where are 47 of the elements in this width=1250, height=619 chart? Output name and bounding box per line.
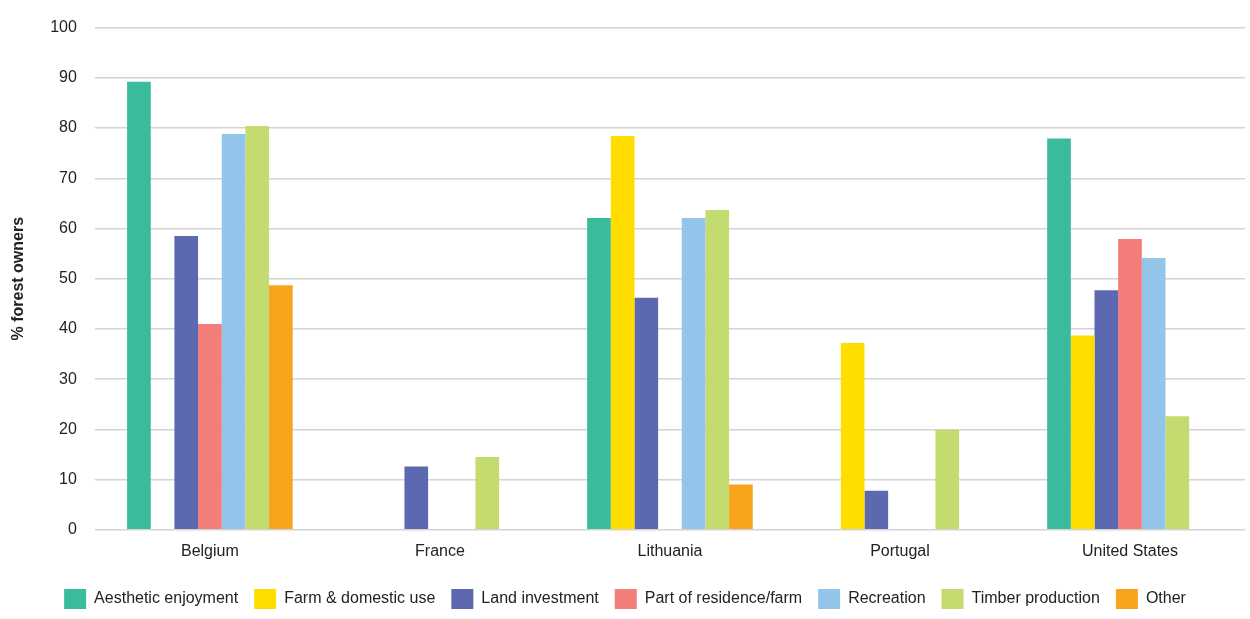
bar	[634, 297, 659, 530]
bar	[587, 217, 611, 530]
bar	[198, 323, 222, 530]
legend-label: Other	[1145, 589, 1187, 607]
y-tick-label: 80	[59, 118, 77, 136]
bar	[269, 285, 293, 530]
y-tick-label: 60	[59, 218, 77, 236]
legend-label: Aesthetic enjoyment	[94, 589, 239, 607]
y-axis-title: % forest owners	[9, 216, 27, 341]
bar	[610, 136, 635, 530]
bar	[475, 456, 500, 530]
bar	[681, 217, 706, 530]
bar	[245, 126, 270, 530]
legend-label: Timber production	[971, 589, 1100, 607]
legend-label: Part of residence/farm	[644, 589, 803, 607]
bar	[174, 236, 199, 530]
bar	[404, 466, 429, 530]
bar	[1141, 258, 1166, 530]
y-tick-label: 30	[59, 369, 77, 387]
x-tick-label: Belgium	[181, 541, 239, 559]
bar	[935, 429, 960, 530]
x-tick-label: Portugal	[870, 541, 930, 559]
bar	[1165, 416, 1190, 530]
bar	[127, 81, 151, 530]
bar	[1047, 138, 1071, 530]
bar	[1118, 239, 1142, 530]
y-tick-label: 20	[59, 419, 77, 437]
y-tick-label: 70	[59, 168, 77, 186]
y-tick-label: 40	[59, 319, 77, 337]
x-tick-label: United States	[1081, 541, 1179, 559]
legend-label: Recreation	[848, 589, 926, 607]
bar	[1094, 290, 1119, 530]
legend-label: Farm & domestic use	[284, 589, 436, 607]
bar	[705, 209, 730, 530]
bar	[840, 342, 865, 530]
bar	[729, 484, 753, 530]
x-tick-label: France	[415, 541, 465, 559]
y-tick-label: 100	[50, 18, 77, 36]
y-tick-label: 0	[67, 520, 77, 538]
bar	[1070, 335, 1095, 530]
x-tick-label: Lithuania	[637, 541, 703, 559]
bar	[221, 134, 246, 530]
y-tick-label: 50	[59, 269, 77, 287]
bar	[864, 490, 889, 530]
y-tick-label: 10	[59, 469, 77, 487]
y-tick-label: 90	[59, 68, 77, 86]
legend-label: Land investment	[481, 589, 600, 607]
